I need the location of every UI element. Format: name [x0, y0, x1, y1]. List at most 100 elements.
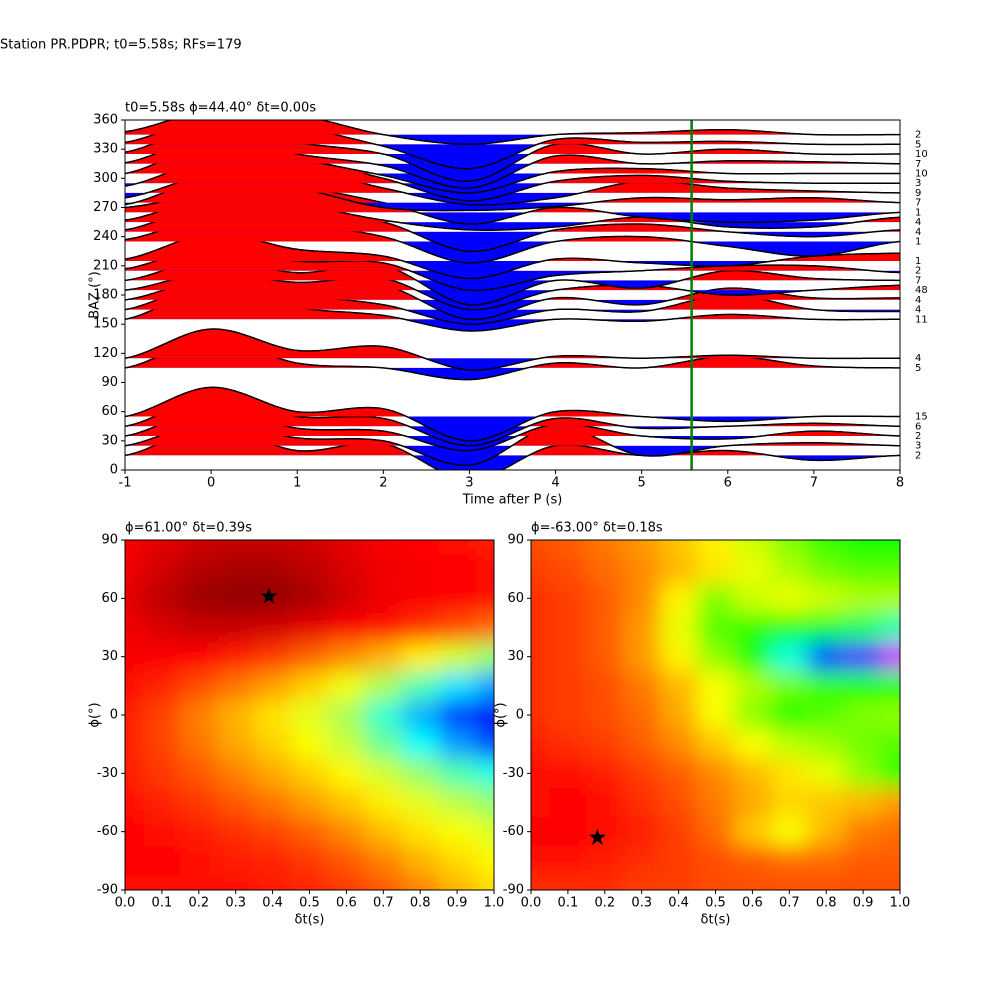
positive-fill: [125, 197, 900, 223]
y-axis-label: BAZ (°): [88, 271, 103, 319]
heatmap-cell: [531, 612, 550, 643]
heatmap-cell: [586, 817, 624, 847]
positive-fill: [125, 216, 900, 242]
heatmap-cell: [733, 554, 772, 585]
heatmap-cell: [327, 787, 366, 818]
heatmap-cell: [697, 787, 735, 818]
heatmap-cell: [364, 817, 403, 847]
heatmap-cell: [143, 671, 181, 701]
y-tick-label: 360: [93, 113, 118, 128]
heatmap-cell: [475, 671, 494, 701]
heatmap-cell: [364, 729, 403, 760]
heatmap-cell: [807, 642, 846, 672]
heatmap-cell: [733, 817, 772, 847]
heatmap-cell: [531, 787, 550, 818]
positive-fill: [125, 387, 900, 417]
heatmap-cell: [881, 540, 900, 556]
trace-count: 4: [915, 295, 921, 306]
heatmap-cell: [125, 700, 144, 731]
heatmap-cell: [697, 583, 735, 614]
heatmap-cell: [549, 554, 587, 585]
heatmap-cell: [770, 817, 809, 847]
heatmap-cell: [364, 540, 403, 556]
heatmap-cell: [733, 612, 772, 643]
heatmap-cell: [807, 700, 846, 731]
heatmap-cell: [623, 700, 661, 731]
x-tick-label: 0.4: [262, 896, 283, 911]
y-tick-label: 90: [101, 375, 118, 390]
heatmap-cell: [660, 729, 698, 760]
heatmap-cell: [475, 846, 494, 876]
heatmap-cell: [844, 642, 883, 672]
heatmap-cell: [586, 612, 624, 643]
heatmap-cell: [660, 846, 698, 876]
x-tick-label: 0.6: [336, 896, 357, 911]
x-tick-label: 1.0: [890, 896, 911, 911]
x-tick-label: 8: [896, 476, 904, 491]
heatmap-cell: [770, 758, 809, 789]
heatmap-cell: [660, 671, 698, 701]
y-tick-label: 240: [93, 229, 118, 244]
heatmap-cell: [143, 817, 181, 847]
heatmap-cell: [364, 787, 403, 818]
trace-count: 6: [915, 421, 921, 432]
heatmap-cell: [254, 758, 292, 789]
heatmap-cell: [623, 671, 661, 701]
heatmap-cell: [623, 642, 661, 672]
heatmap-cell: [733, 583, 772, 614]
heatmap-cell: [697, 875, 735, 890]
heatmap-cell: [586, 554, 624, 585]
heatmap-cell: [807, 787, 846, 818]
negative-fill: [396, 222, 858, 231]
heatmap-cell: [844, 671, 883, 701]
heatmap-cell: [438, 554, 477, 585]
heatmap-cell: [623, 554, 661, 585]
heatmap-cell: [733, 729, 772, 760]
heatmap-cell: [549, 787, 587, 818]
heatmap-cell: [438, 758, 477, 789]
heatmap-cell: [549, 540, 587, 556]
heatmap-cell: [217, 671, 255, 701]
heatmap-cell: [807, 671, 846, 701]
y-tick-label: 210: [93, 258, 118, 273]
heatmap-cell: [401, 671, 440, 701]
heatmap-cell: [401, 612, 440, 643]
heatmap-cell: [844, 758, 883, 789]
heatmap-cell: [623, 729, 661, 760]
heatmap-cell: [180, 729, 218, 760]
y-tick-label: -90: [97, 883, 118, 898]
heatmap-cell: [254, 612, 292, 643]
positive-fill: [146, 167, 900, 193]
heatmap-cell: [217, 875, 255, 890]
x-tick-label: 1: [293, 476, 301, 491]
trace-count: 10: [915, 149, 928, 160]
positive-fill: [125, 258, 900, 281]
heatmap-cell: [660, 758, 698, 789]
y-tick-label: 180: [93, 288, 118, 303]
heatmap-cell: [438, 846, 477, 876]
heatmap-cell: [180, 554, 218, 585]
heatmap-cell: [549, 612, 587, 643]
trace-count: 5: [915, 363, 921, 374]
x-tick-label: 0.9: [447, 896, 468, 911]
heatmap-cell: [531, 540, 550, 556]
y-tick-label: 90: [507, 533, 524, 548]
heatmap-cell: [143, 554, 181, 585]
heatmap-cell: [586, 875, 624, 890]
heatmap-cell: [401, 554, 440, 585]
trace-count: 48: [915, 285, 928, 296]
x-tick-label: 0.0: [115, 896, 136, 911]
heatmap-cell: [438, 787, 477, 818]
heatmap-cell: [586, 540, 624, 556]
heatmap-cell: [438, 642, 477, 672]
heatmap-cell: [807, 817, 846, 847]
trace-count: 4: [915, 217, 921, 228]
heatmap-cell: [770, 554, 809, 585]
heatmap-cell: [697, 671, 735, 701]
negative-fill: [125, 309, 900, 325]
heatmap-cell: [475, 817, 494, 847]
heatmap-cell: [291, 846, 329, 876]
heatmap-cell: [401, 817, 440, 847]
heatmap-cell: [254, 875, 292, 890]
heatmap-cell: [623, 787, 661, 818]
